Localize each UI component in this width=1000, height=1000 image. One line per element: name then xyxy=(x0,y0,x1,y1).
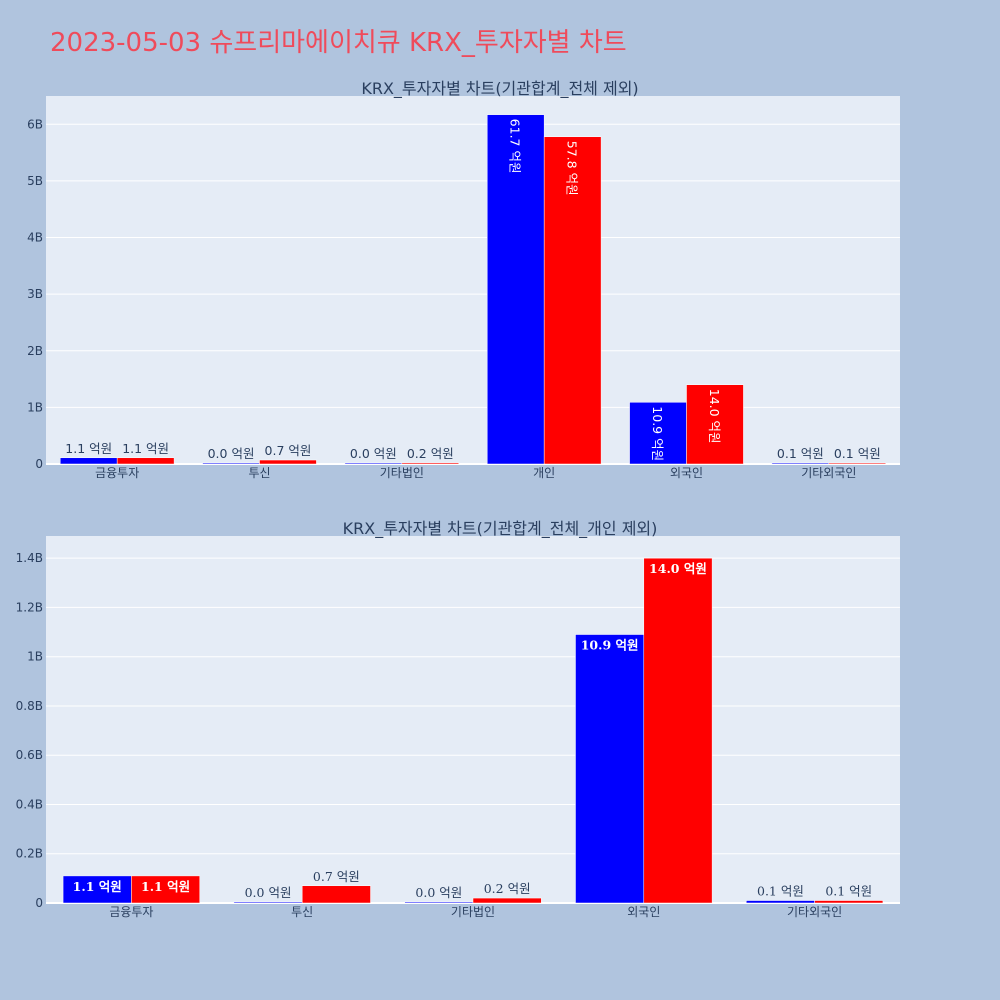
bar xyxy=(301,885,371,904)
x-tick-label: 외국인 xyxy=(627,905,660,919)
chart-subtitle: KRX_투자자별 차트(기관합계_전체_개인 제외) xyxy=(343,519,658,539)
bar-data-label: 0.2 억원 xyxy=(407,446,454,461)
x-tick-label: 개인 xyxy=(533,466,555,480)
bar xyxy=(486,114,545,465)
y-tick-label: 0 xyxy=(35,457,43,471)
bar xyxy=(828,462,887,465)
bar xyxy=(59,457,118,465)
bar xyxy=(344,462,403,465)
bar-data-label: 14.0 억원 xyxy=(707,389,722,444)
bar-data-label: 10.9 억원 xyxy=(581,638,639,653)
bar xyxy=(472,897,542,904)
bar-data-label: 0.1 억원 xyxy=(777,446,824,461)
x-tick-label: 기타법인 xyxy=(451,905,495,919)
plot-area xyxy=(46,536,900,903)
bar-data-label: 0.7 억원 xyxy=(313,869,360,884)
bar-data-label: 10.9 억원 xyxy=(650,406,665,461)
x-tick-label: 금융투자 xyxy=(109,905,153,919)
bar-data-label: 14.0 억원 xyxy=(649,561,707,576)
x-tick-label: 외국인 xyxy=(670,466,703,480)
bar xyxy=(643,557,713,904)
bar-data-label: 1.1 억원 xyxy=(141,879,190,894)
bar xyxy=(401,462,460,465)
bar xyxy=(814,900,884,904)
bar-data-label: 0.0 억원 xyxy=(350,446,397,461)
y-tick-label: 5B xyxy=(27,174,43,188)
y-tick-label: 4B xyxy=(27,231,43,245)
x-tick-label: 기타외국인 xyxy=(787,905,842,919)
bar-data-label: 0.0 억원 xyxy=(245,885,292,900)
bar-data-label: 0.1 억원 xyxy=(825,884,872,899)
y-tick-label: 0.8B xyxy=(16,699,43,713)
bar xyxy=(131,875,200,904)
bar-data-label: 61.7 억원 xyxy=(508,119,523,174)
bar-data-label: 0.1 억원 xyxy=(757,884,804,899)
bar-data-label: 0.0 억원 xyxy=(415,885,462,900)
y-tick-label: 0 xyxy=(35,896,43,910)
x-tick-label: 기타외국인 xyxy=(801,466,856,480)
y-tick-label: 1.4B xyxy=(16,551,43,565)
bar-data-label: 0.7 억원 xyxy=(265,443,312,458)
y-tick-label: 1B xyxy=(27,650,43,664)
x-tick-label: 투신 xyxy=(291,905,313,919)
y-tick-label: 1B xyxy=(27,400,43,414)
page-title: 2023-05-03 슈프리마에이치큐 KRX_투자자별 차트 xyxy=(50,28,627,58)
y-tick-label: 0.4B xyxy=(16,797,43,811)
x-tick-label: 기타법인 xyxy=(380,466,424,480)
bar xyxy=(746,900,815,904)
x-tick-label: 투신 xyxy=(248,466,270,480)
x-tick-label: 금융투자 xyxy=(95,466,139,480)
bar xyxy=(686,384,744,465)
chart-bottom: 0 0.2B 0.4B 0.6B 0.8B 1B 1.2B 1.4B KRX_투자자별 차트(기… xyxy=(16,519,900,919)
bar xyxy=(543,136,602,465)
y-tick-label: 2B xyxy=(27,344,43,358)
chart-subtitle: KRX_투자자별 차트(기관합계_전체 제외) xyxy=(361,79,638,99)
y-tick-label: 0.2B xyxy=(16,847,43,861)
bar-data-label: 1.1 억원 xyxy=(73,879,122,894)
bar xyxy=(404,901,474,904)
bar-data-label: 0.1 억원 xyxy=(834,446,881,461)
chart-top: 0 1B 2B 3B 4B 5B 6B KRX_투자자별 차트(기관합계_전체 제외) 금융투자… xyxy=(27,79,900,480)
bar xyxy=(233,901,303,904)
y-tick-label: 3B xyxy=(27,287,43,301)
plot-area xyxy=(46,96,900,464)
bar-data-label: 1.1 억원 xyxy=(65,441,112,456)
bar xyxy=(575,634,645,904)
y-tick-label: 6B xyxy=(27,117,43,131)
bar xyxy=(202,462,260,465)
bar-data-label: 57.8 억원 xyxy=(565,141,580,196)
bar xyxy=(629,402,687,465)
bar-data-label: 0.0 억원 xyxy=(208,446,255,461)
y-tick-label: 0.6B xyxy=(16,748,43,762)
bar xyxy=(259,459,317,465)
bar-data-label: 1.1 억원 xyxy=(122,441,169,456)
y-tick-label: 1.2B xyxy=(16,600,43,614)
bar xyxy=(771,462,830,465)
bar xyxy=(116,457,175,465)
bar-data-label: 0.2 억원 xyxy=(484,881,531,896)
